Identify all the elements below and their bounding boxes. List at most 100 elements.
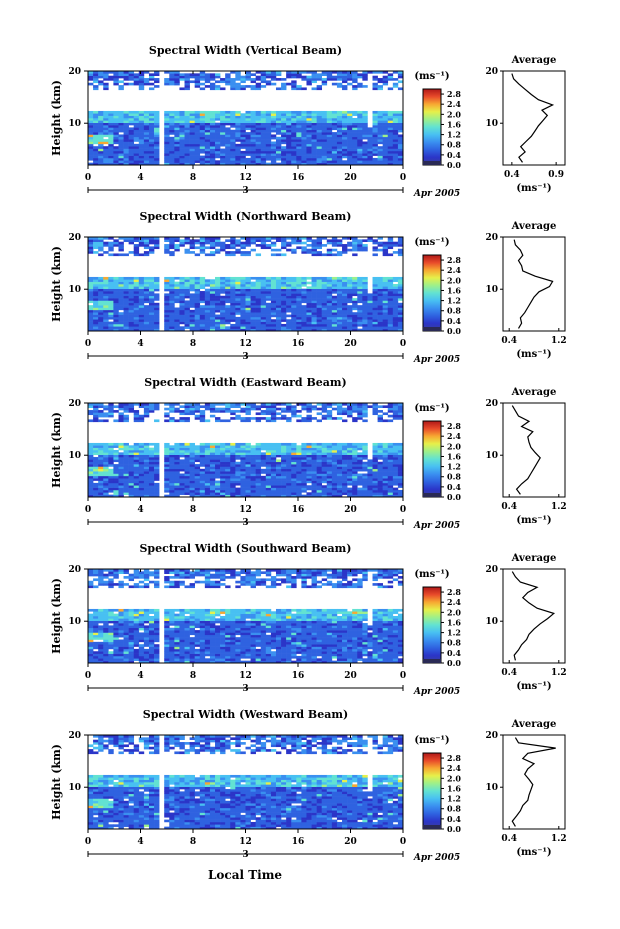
heatmap-cell — [326, 120, 333, 123]
heatmap-cell — [296, 246, 302, 250]
heatmap-cell — [148, 157, 155, 161]
heatmap-cell — [174, 75, 180, 79]
heatmap-cell — [392, 295, 399, 299]
heatmap-cell — [321, 489, 328, 493]
heatmap-cell — [88, 146, 94, 149]
heatmap-cell — [138, 323, 145, 327]
heatmap-cell — [260, 120, 267, 123]
heatmap-cell — [220, 153, 226, 156]
heatmap-cell — [113, 307, 119, 311]
heatmap-cell — [326, 162, 333, 166]
average-title: Average — [511, 221, 557, 232]
heatmap-cell — [184, 284, 190, 287]
heatmap-cell — [204, 136, 211, 140]
heatmap-cell — [184, 321, 190, 325]
heatmap-cell — [245, 162, 251, 166]
heatmap-cell — [93, 110, 99, 114]
heatmap-cell — [179, 241, 185, 245]
heatmap-cell — [148, 148, 155, 152]
heatmap-cell — [230, 288, 236, 292]
heatmap-cell — [93, 237, 99, 240]
heatmap-cell — [296, 113, 302, 116]
heatmap-cell — [154, 160, 160, 163]
heatmap-cell — [342, 279, 348, 282]
heatmap-cell — [281, 120, 287, 123]
heatmap-cell — [133, 309, 140, 313]
heatmap-cell — [260, 482, 267, 486]
heatmap-cell — [245, 127, 251, 131]
heatmap-cell — [235, 442, 241, 446]
heatmap-cell — [88, 148, 94, 152]
heatmap-cell — [103, 482, 109, 486]
heatmap-cell — [215, 407, 221, 411]
heatmap-cell — [367, 478, 373, 481]
heatmap-cell — [311, 494, 317, 498]
heatmap-cell — [250, 291, 256, 294]
heatmap-cell — [148, 447, 155, 451]
heatmap-cell — [215, 461, 221, 465]
heatmap-cell — [240, 403, 246, 406]
heatmap-cell — [286, 302, 292, 306]
heatmap-cell — [265, 459, 272, 463]
heatmap-cell — [118, 279, 124, 282]
heatmap-cell — [316, 321, 323, 325]
heatmap-cell — [326, 326, 333, 329]
heatmap-cell — [235, 129, 241, 133]
heatmap-cell — [133, 314, 140, 318]
heatmap-cell — [235, 160, 241, 163]
heatmap-cell — [88, 471, 94, 474]
heatmap-cell — [240, 80, 246, 84]
heatmap-cell — [220, 459, 226, 463]
heatmap-cell — [347, 153, 353, 156]
heatmap-cell — [281, 87, 287, 91]
heatmap-cell — [362, 160, 368, 163]
heatmap-cell — [331, 281, 338, 285]
heatmap-cell — [220, 487, 226, 491]
heatmap-cell — [174, 464, 180, 467]
heatmap-cell — [169, 489, 175, 493]
heatmap-cell — [215, 295, 221, 299]
heatmap-cell — [387, 160, 394, 163]
heatmap-cell — [372, 162, 378, 166]
heatmap-cell — [220, 328, 226, 332]
heatmap-cell — [174, 141, 180, 145]
heatmap-cell — [331, 403, 338, 406]
heatmap-cell — [321, 115, 328, 119]
heatmap-cell — [209, 410, 216, 413]
heatmap-cell — [392, 321, 399, 325]
heatmap-cell — [372, 160, 378, 163]
heatmap-cell — [215, 87, 221, 91]
heatmap-cell — [113, 153, 119, 156]
heatmap-cell — [108, 115, 114, 119]
heatmap-cell — [133, 492, 140, 495]
heatmap-cell — [260, 276, 267, 280]
heatmap-cell — [331, 71, 338, 74]
heatmap-cell — [362, 321, 368, 325]
heatmap-cell — [108, 150, 114, 154]
heatmap-cell — [336, 286, 343, 289]
heatmap-cell — [209, 489, 216, 493]
heatmap-cell — [250, 473, 256, 477]
heatmap-cell — [347, 136, 353, 140]
heatmap-cell — [88, 120, 94, 123]
heatmap-cell — [352, 452, 358, 455]
heatmap-cell — [336, 321, 343, 325]
heatmap-cell — [352, 321, 358, 325]
heatmap-cell — [103, 244, 109, 247]
heatmap-cell — [174, 457, 180, 460]
heatmap-cell — [199, 459, 206, 463]
heatmap-cell — [367, 480, 373, 484]
heatmap-cell — [179, 412, 185, 416]
heatmap-cell — [260, 148, 267, 152]
heatmap-cell — [397, 155, 404, 159]
heatmap-cell — [352, 466, 358, 470]
heatmap-cell — [286, 244, 292, 247]
heatmap-cell — [397, 319, 404, 322]
heatmap-cell — [357, 492, 363, 495]
heatmap-cell — [199, 248, 206, 252]
heatmap-cell — [311, 452, 317, 455]
heatmap-cell — [397, 157, 404, 161]
heatmap-cell — [174, 419, 180, 423]
heatmap-cell — [240, 468, 246, 472]
heatmap-cell — [311, 464, 317, 467]
